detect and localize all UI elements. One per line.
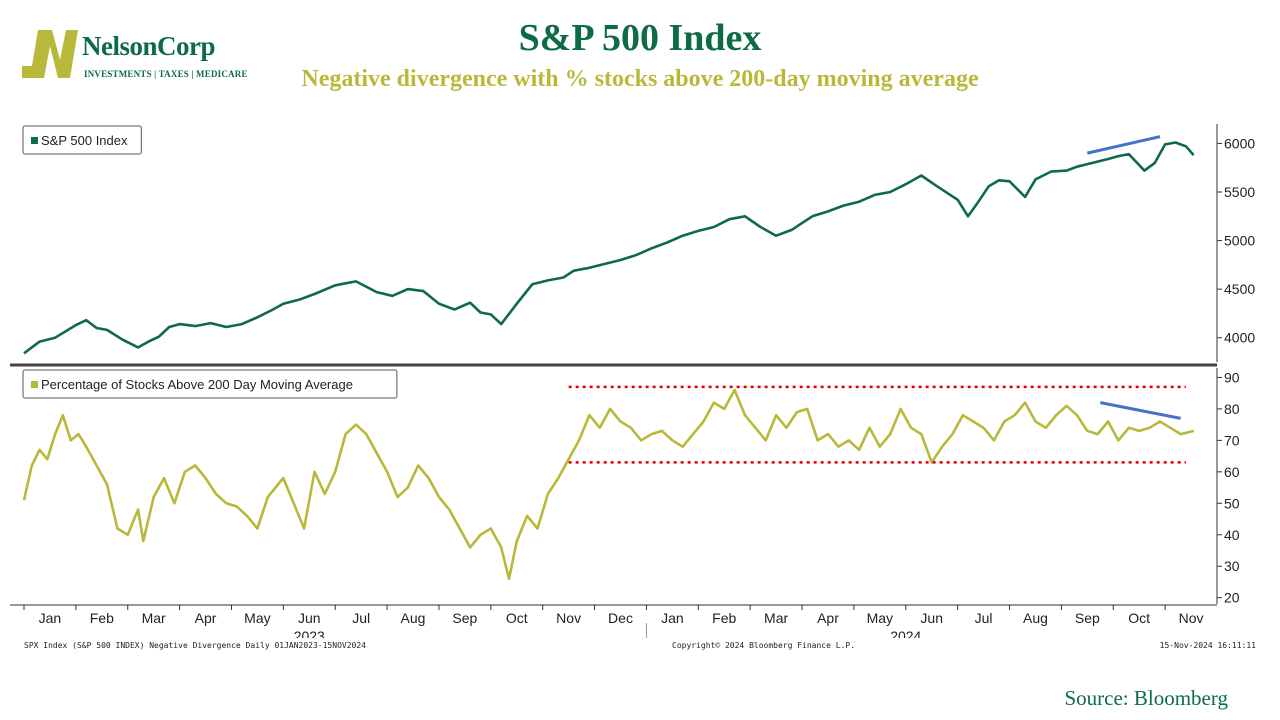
y-tick-label: 4500 (1224, 281, 1255, 297)
x-month-label: Nov (556, 610, 581, 626)
x-month-label: Feb (90, 610, 114, 626)
divergence-trend-line (1086, 135, 1161, 155)
x-month-label: Feb (712, 610, 736, 626)
logo-n-icon (22, 30, 78, 78)
legend-label: Percentage of Stocks Above 200 Day Movin… (41, 377, 353, 392)
x-month-label: Oct (506, 610, 528, 626)
y-tick-label: 30 (1224, 558, 1240, 574)
x-month-label: Apr (817, 610, 839, 626)
x-month-label: May (244, 610, 270, 626)
chart-area: 4000 4500 5000 5500 6000 S&P 500 Index 20 30 40… (10, 124, 1255, 638)
y-tick-label: 4000 (1224, 330, 1255, 346)
pct-legend: Percentage of Stocks Above 200 Day Movin… (22, 369, 398, 399)
legend-box (22, 125, 142, 155)
logo-tagline: INVESTMENTS | TAXES | MEDICARE (84, 69, 248, 79)
x-month-label: Mar (142, 610, 166, 626)
legend-swatch (31, 381, 38, 388)
y-tick-label: 90 (1224, 369, 1240, 385)
x-month-label: Nov (1179, 610, 1204, 626)
logo-name: NelsonCorp (82, 31, 216, 61)
chart-title: S&P 500 Index (518, 17, 762, 59)
y-tick-label: 20 (1224, 590, 1240, 606)
y-tick-label: 60 (1224, 464, 1240, 480)
x-month-label: Aug (1023, 610, 1048, 626)
x-month-label: Jul (975, 610, 993, 626)
x-month-label: Sep (452, 610, 477, 626)
x-month-label: Aug (401, 610, 426, 626)
chart-subtitle: Negative divergence with % stocks above … (301, 66, 979, 92)
company-logo: NelsonCorp INVESTMENTS | TAXES | MEDICAR… (20, 24, 247, 80)
pct-series-line (22, 388, 1195, 581)
footer-timestamp: 15-Nov-2024 16:11:11 (1159, 641, 1256, 650)
breadth-panel: 20 30 40 50 60 70 80 90 Percentage of Stocks Abo… (22, 368, 1240, 606)
y-tick-label: 70 (1224, 432, 1240, 448)
footer-copyright: Copyright© 2024 Bloomberg Finance L.P. (672, 641, 856, 650)
x-month-label: Apr (195, 610, 217, 626)
x-month-label: Oct (1128, 610, 1150, 626)
x-month-label: May (867, 610, 893, 626)
x-month-label: Dec (608, 610, 633, 626)
x-month-label: Sep (1075, 610, 1100, 626)
y-tick-label: 5500 (1224, 184, 1255, 200)
x-month-label: Jul (352, 610, 370, 626)
x-month-label: Mar (764, 610, 788, 626)
x-axis: Jan Feb Mar Apr May Jun Jul Aug Sep Oct Nov Dec Jan F… (10, 604, 1217, 638)
spx-legend: S&P 500 Index (22, 125, 142, 155)
x-month-label: Jan (661, 610, 684, 626)
legend-label: S&P 500 Index (41, 133, 128, 148)
y-tick-label: 5000 (1224, 233, 1255, 249)
legend-swatch (31, 137, 38, 144)
x-month-label: Jun (920, 610, 943, 626)
x-year-label: 2024 (890, 628, 921, 638)
spx-series-line (23, 141, 1195, 355)
source-note: Source: Bloomberg (1064, 686, 1228, 710)
divergence-trend-line (1100, 401, 1181, 420)
x-month-label: Jun (298, 610, 321, 626)
legend-box (22, 369, 398, 399)
x-month-label: Jan (39, 610, 62, 626)
y-tick-label: 50 (1224, 495, 1240, 511)
spx-panel: 4000 4500 5000 5500 6000 S&P 500 Index (10, 124, 1255, 367)
y-tick-label: 6000 (1224, 135, 1255, 151)
y-tick-label: 80 (1224, 401, 1240, 417)
y-tick-label: 40 (1224, 527, 1240, 543)
footer-description: SPX Index (S&P 500 INDEX) Negative Diver… (24, 641, 366, 650)
x-year-label: 2023 (294, 628, 325, 638)
